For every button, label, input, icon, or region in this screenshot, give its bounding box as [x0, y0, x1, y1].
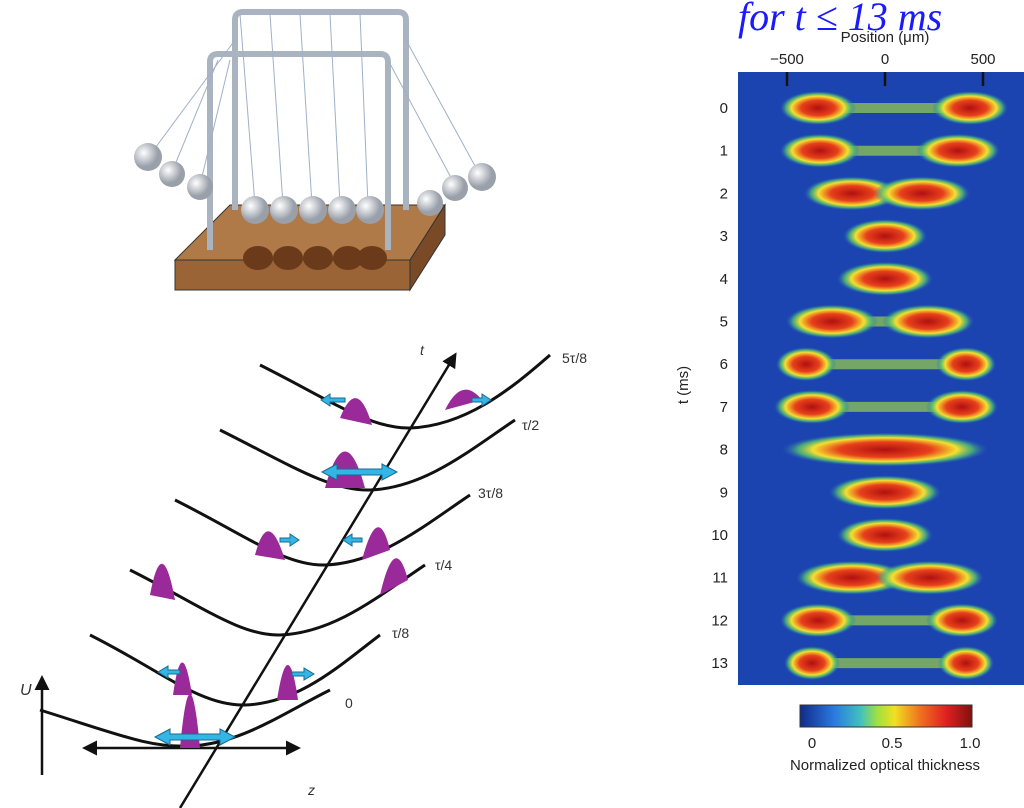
colorbar-tick-label: 0 — [808, 735, 816, 752]
atom-cloud — [876, 561, 984, 595]
row-label: 6 — [720, 356, 728, 373]
phase-label: τ/4 — [435, 557, 452, 573]
colorbar — [800, 705, 972, 727]
row-label: 5 — [720, 314, 728, 331]
colorbar-tick-label: 0.5 — [882, 735, 903, 752]
atom-cloud — [926, 390, 998, 424]
atom-cloud — [774, 390, 850, 424]
phase-label: 3τ/8 — [478, 485, 503, 501]
atom-cloud — [786, 305, 878, 339]
atom-cloud — [782, 433, 988, 467]
row-label: 1 — [720, 143, 728, 160]
x-tick-label: 0 — [881, 51, 889, 68]
atom-cloud — [837, 262, 933, 296]
x-tick-label: 500 — [970, 51, 995, 68]
axis-label-t: t — [420, 342, 425, 358]
phase-label: 5τ/8 — [562, 350, 587, 366]
row-label: 13 — [711, 655, 728, 672]
atom-cloud — [776, 347, 836, 381]
atom-cloud — [780, 603, 856, 637]
row-label: 4 — [720, 271, 728, 288]
row-label: 2 — [720, 185, 728, 202]
phase-label: 0 — [345, 695, 353, 711]
row-label: 7 — [720, 399, 728, 416]
atom-cloud — [874, 176, 970, 210]
row-label: 3 — [720, 228, 728, 245]
x-axis-label: Position (μm) — [841, 29, 930, 46]
atom-cloud — [926, 603, 998, 637]
phase-label: τ/2 — [522, 417, 539, 433]
atom-cloud — [882, 305, 974, 339]
atom-cloud — [932, 91, 1008, 125]
atom-cloud — [829, 475, 941, 509]
atom-cloud — [837, 518, 933, 552]
axis-label-z: z — [307, 782, 315, 798]
atom-cloud — [938, 646, 994, 680]
atom-cloud — [916, 134, 1000, 168]
newtons-cradle — [134, 12, 496, 290]
row-label: 9 — [720, 484, 728, 501]
atom-cloud — [784, 646, 840, 680]
well-diagram: t U z 5τ/8 τ/2 3τ/8 τ/4 τ/8 0 — [20, 342, 587, 808]
atom-cloud — [936, 347, 996, 381]
row-label: 8 — [720, 442, 728, 459]
atom-cloud — [780, 134, 860, 168]
y-axis-label: t (ms) — [675, 366, 692, 404]
row-label: 12 — [711, 612, 728, 629]
row-label: 0 — [720, 100, 728, 117]
atom-cloud — [843, 219, 927, 253]
atom-cloud — [780, 91, 856, 125]
x-tick-label: −500 — [770, 51, 804, 68]
density-image: Position (μm) −500 0 500 t (ms) 0 0.5 1.… — [675, 29, 1024, 774]
phase-label: τ/8 — [392, 625, 409, 641]
row-label: 11 — [712, 570, 728, 587]
colorbar-tick-label: 1.0 — [960, 735, 981, 752]
row-label: 10 — [711, 527, 728, 544]
colorbar-label: Normalized optical thickness — [790, 757, 980, 774]
figure: for t ≤ 13 ms — [0, 0, 1024, 808]
axis-label-u: U — [20, 682, 32, 699]
